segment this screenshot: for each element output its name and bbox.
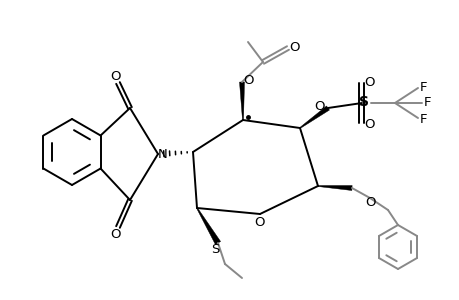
Text: O: O xyxy=(364,76,375,88)
Text: O: O xyxy=(254,215,265,229)
Polygon shape xyxy=(299,106,329,128)
Text: O: O xyxy=(364,118,375,130)
Text: O: O xyxy=(365,196,375,209)
Polygon shape xyxy=(317,185,352,190)
Text: F: F xyxy=(420,112,427,125)
Polygon shape xyxy=(239,82,244,120)
Text: F: F xyxy=(423,95,431,109)
Text: O: O xyxy=(243,74,254,86)
Text: O: O xyxy=(314,100,325,112)
Text: N: N xyxy=(158,148,168,160)
Text: S: S xyxy=(358,95,368,109)
Text: S: S xyxy=(210,244,218,256)
Polygon shape xyxy=(196,208,220,244)
Text: O: O xyxy=(111,70,121,83)
Text: O: O xyxy=(111,227,121,241)
Text: F: F xyxy=(420,80,427,94)
Text: O: O xyxy=(289,40,300,53)
